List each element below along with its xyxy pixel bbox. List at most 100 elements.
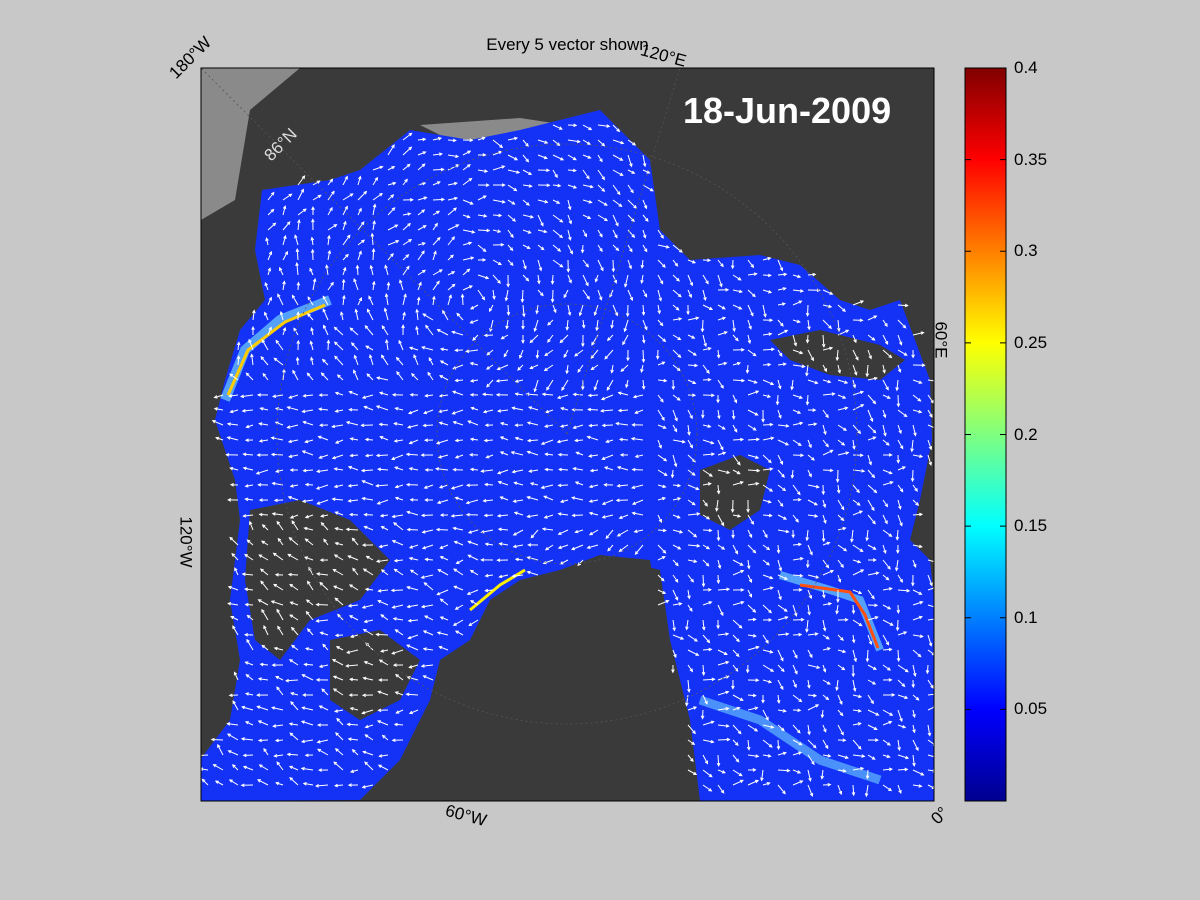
ice-drift-vector-icon (859, 390, 865, 395)
ice-drift-vector-icon (730, 508, 735, 513)
ice-drift-vector-icon (657, 529, 666, 532)
ice-drift-vector-icon (732, 289, 743, 293)
ice-drift-vector-icon (673, 654, 677, 659)
ice-drift-vector-icon (596, 319, 599, 331)
ice-drift-vector-icon (500, 436, 509, 441)
ice-drift-vector-icon (333, 341, 338, 346)
ice-drift-vector-icon (807, 423, 817, 426)
ice-drift-vector-icon (244, 602, 249, 607)
ice-drift-vector-icon (602, 499, 614, 505)
ice-drift-vector-icon (897, 694, 908, 699)
ice-drift-vector-icon (310, 236, 315, 241)
ice-drift-vector-icon (777, 379, 781, 389)
ice-drift-vector-icon (811, 761, 815, 766)
ice-drift-vector-icon (732, 334, 739, 341)
ice-drift-vector-icon (612, 184, 621, 195)
ice-drift-vector-icon (762, 333, 772, 336)
ice-drift-vector-icon (912, 409, 922, 413)
ice-drift-vector-icon (270, 208, 275, 213)
ice-drift-vector-icon (271, 453, 284, 456)
ice-drift-vector-icon (252, 310, 255, 321)
ice-drift-vector-icon (259, 568, 264, 573)
ice-drift-vector-icon (857, 708, 862, 713)
ice-drift-vector-icon (762, 364, 771, 366)
ice-drift-vector-icon (867, 679, 876, 685)
ice-drift-vector-icon (781, 473, 785, 478)
ice-drift-vector-icon (717, 588, 730, 591)
ice-drift-vector-icon (391, 514, 396, 519)
ice-drift-vector-icon (537, 199, 548, 203)
ice-drift-vector-icon (334, 597, 339, 602)
ice-drift-vector-icon (326, 265, 329, 276)
ice-drift-vector-icon (710, 720, 715, 725)
ice-drift-vector-icon (392, 540, 404, 546)
ice-drift-vector-icon (318, 664, 323, 668)
ice-drift-vector-icon (226, 722, 231, 726)
ice-drift-vector-icon (277, 538, 284, 546)
ice-drift-vector-icon (672, 289, 682, 298)
ice-drift-vector-icon (715, 507, 719, 512)
ice-drift-vector-icon (350, 634, 359, 638)
ice-drift-vector-icon (533, 388, 537, 393)
ice-drift-vector-icon (837, 784, 842, 795)
ice-drift-vector-icon (438, 152, 443, 157)
ice-drift-vector-icon (840, 506, 845, 511)
ice-drift-vector-icon (689, 282, 693, 287)
ice-drift-vector-icon (396, 371, 404, 381)
ice-drift-vector-icon (484, 169, 489, 173)
ice-drift-vector-icon (381, 734, 386, 739)
ice-drift-vector-icon (755, 754, 760, 758)
ice-drift-vector-icon (882, 334, 889, 345)
ice-drift-vector-icon (276, 761, 281, 766)
ice-drift-vector-icon (704, 700, 708, 705)
ice-drift-vector-icon (731, 685, 735, 690)
ice-drift-vector-icon (288, 574, 299, 576)
ice-drift-vector-icon (296, 249, 299, 261)
ice-drift-vector-icon (424, 468, 429, 472)
ice-drift-vector-icon (306, 611, 314, 621)
ice-drift-vector-icon (657, 310, 661, 315)
ice-drift-vector-icon (386, 340, 389, 351)
ice-drift-vector-icon (244, 721, 249, 725)
ice-drift-vector-icon (336, 718, 344, 726)
ice-drift-vector-icon (745, 369, 750, 374)
ice-drift-vector-icon (243, 453, 254, 456)
ice-drift-vector-icon (882, 394, 891, 399)
ice-drift-vector-icon (687, 289, 692, 298)
ice-drift-vector-icon (353, 354, 358, 359)
ice-drift-vector-icon (629, 248, 633, 253)
ice-drift-vector-icon (316, 484, 329, 490)
ice-drift-vector-icon (319, 582, 329, 591)
ice-drift-vector-icon (528, 406, 539, 411)
ice-drift-vector-icon (896, 657, 901, 662)
ice-drift-vector-icon (427, 371, 431, 376)
ice-drift-vector-icon (857, 430, 862, 435)
ice-drift-vector-icon (624, 319, 629, 332)
ice-drift-vector-icon (246, 638, 250, 643)
ice-drift-vector-icon (601, 142, 606, 147)
ice-drift-vector-icon (305, 514, 314, 518)
ice-drift-vector-icon (350, 678, 359, 681)
ice-drift-vector-icon (779, 503, 784, 507)
ice-drift-vector-icon (496, 379, 509, 382)
ice-drift-vector-icon (527, 439, 539, 442)
ice-drift-vector-icon (581, 386, 585, 391)
ice-drift-vector-icon (761, 769, 764, 781)
ice-drift-vector-icon (767, 362, 772, 367)
ice-drift-vector-icon (425, 324, 429, 329)
ice-drift-vector-icon (606, 386, 611, 391)
ice-drift-vector-icon (537, 139, 548, 144)
ice-drift-vector-icon (393, 722, 398, 727)
ice-drift-vector-icon (333, 554, 338, 558)
ice-drift-vector-icon (918, 591, 923, 595)
ice-drift-vector-icon (276, 686, 280, 691)
ice-drift-vector-icon (357, 176, 361, 186)
ice-drift-vector-icon (514, 557, 519, 562)
ice-drift-vector-icon (625, 379, 629, 388)
ice-drift-vector-icon (762, 424, 773, 426)
ice-drift-vector-icon (500, 496, 509, 501)
ice-drift-vector-icon (857, 722, 862, 726)
ice-drift-vector-icon (662, 590, 667, 594)
ice-drift-vector-icon (417, 297, 420, 306)
ice-drift-vector-icon (721, 426, 726, 430)
